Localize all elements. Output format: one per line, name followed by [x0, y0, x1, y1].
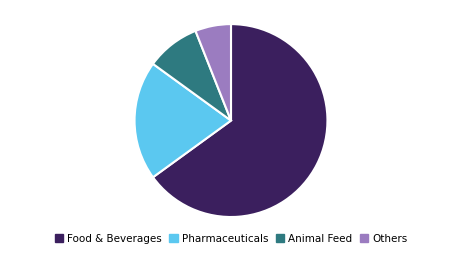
Wedge shape: [195, 24, 231, 121]
Legend: Food & Beverages, Pharmaceuticals, Animal Feed, Others: Food & Beverages, Pharmaceuticals, Anima…: [50, 230, 412, 248]
Wedge shape: [134, 64, 231, 177]
Wedge shape: [153, 31, 231, 121]
Wedge shape: [153, 24, 328, 217]
